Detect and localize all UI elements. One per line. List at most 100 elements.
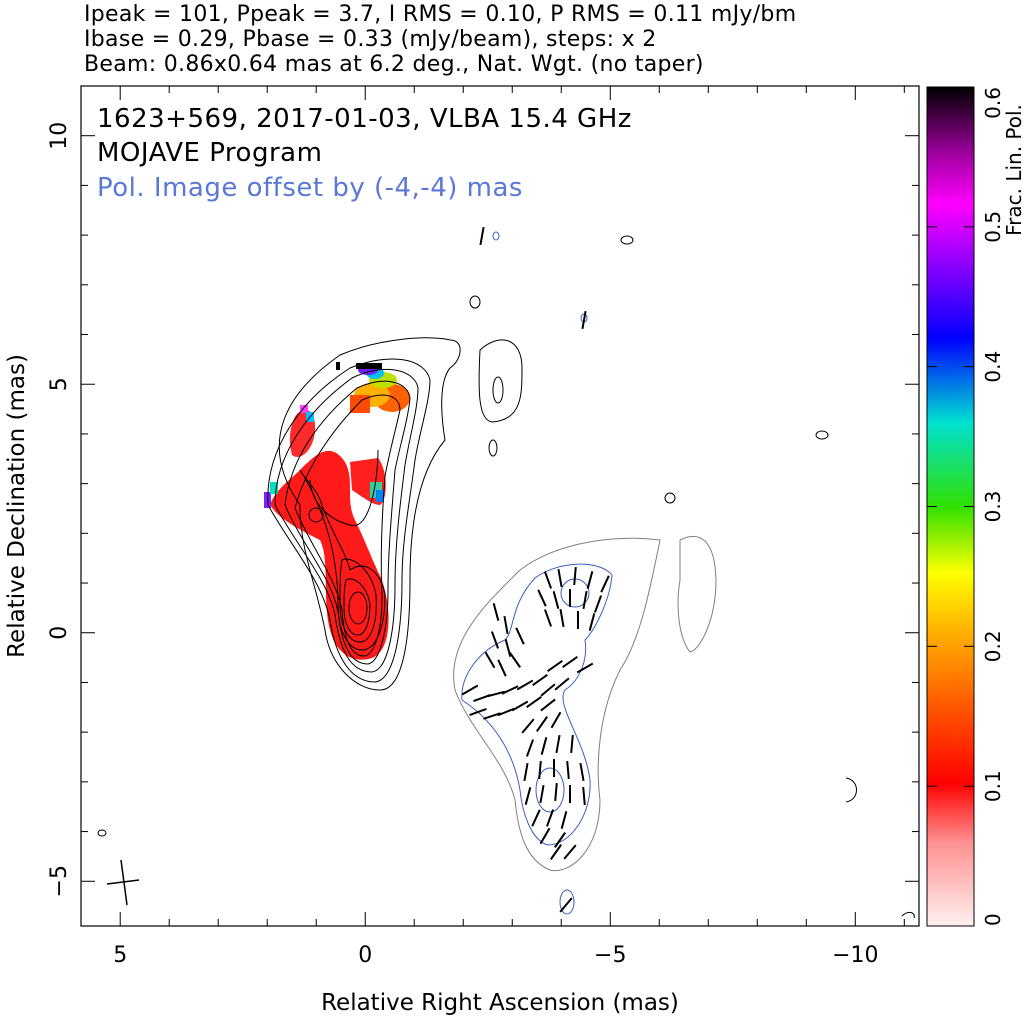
evpa-tick [586, 571, 594, 589]
fractional-polarization-map [264, 362, 410, 660]
colorbar-label: Frac. Lin. Pol. [1002, 104, 1026, 236]
i-contour-spot-9 [901, 911, 915, 919]
axis-ticks [81, 86, 919, 926]
fpol-cell [336, 362, 340, 370]
i-contour-6 [299, 469, 386, 651]
evpa-tick [566, 760, 570, 780]
evpa-tick [538, 760, 542, 780]
i-contour-2 [267, 358, 431, 683]
evpa-tick [570, 734, 574, 754]
i-contour-jet-ridge [309, 449, 379, 527]
evpa-tick [461, 684, 479, 696]
evpa-tick [497, 659, 507, 677]
stats-line-1: Ipeak = 101, Ppeak = 3.7, I RMS = 0.10, … [84, 2, 797, 27]
evpa-tick [540, 698, 556, 712]
plot-frame [80, 85, 920, 927]
colorbar-tick-label: 0.3 [981, 491, 1005, 523]
total-intensity-contours [97, 235, 915, 919]
evpa-tick [487, 690, 505, 698]
evpa-tick [562, 656, 578, 668]
x-tick-label: −10 [832, 943, 878, 968]
evpa-tick [547, 660, 563, 672]
p-contour-inner [461, 563, 613, 846]
evpa-tick [515, 627, 525, 645]
evpa-tick [540, 683, 556, 697]
evpa-tick [539, 827, 551, 845]
i-contour-peak [348, 591, 368, 625]
evpa-tick [526, 696, 542, 708]
evpa-tick [525, 739, 535, 757]
evpa-tick [581, 310, 587, 330]
evpa-tick [582, 590, 588, 610]
colorbar-tick-label: 0.5 [981, 211, 1005, 243]
evpa-tick [483, 712, 501, 720]
evpa-vectors [461, 226, 610, 913]
i-contour-detached [478, 339, 523, 423]
i-contour-spot-8 [845, 777, 857, 803]
evpa-tick [509, 652, 521, 668]
evpa-tick [479, 226, 485, 246]
evpa-tick [554, 677, 570, 691]
i-contour-7 [339, 558, 377, 643]
evpa-tick [550, 844, 562, 860]
i-contour-spot-4 [620, 235, 634, 245]
i-contour-spot-3 [469, 295, 481, 309]
fpol-cell [356, 363, 382, 369]
evpa-tick [503, 615, 509, 635]
beam-line: Beam: 0.86x0.64 mas at 6.2 deg., Nat. Wg… [84, 52, 704, 77]
stats-line-2: Ibase = 0.29, Pbase = 0.33 (mJy/beam), s… [84, 27, 657, 52]
evpa-tick [521, 718, 535, 734]
evpa-tick [576, 662, 594, 674]
fpol-core-region [270, 450, 389, 660]
evpa-tick [545, 809, 555, 827]
pol-offset-note: Pol. Image offset by (-4,-4) mas [97, 173, 523, 203]
evpa-tick [532, 674, 548, 686]
evpa-tick [469, 707, 487, 717]
i-contour-spot-2 [488, 439, 498, 457]
i-contour-knot [308, 507, 324, 523]
fpol-cell [350, 395, 370, 413]
y-axis-label: Relative Declination (mas) [4, 354, 30, 658]
y-tick-label: −5 [47, 865, 72, 897]
fpol-cell [270, 482, 278, 494]
evpa-tick [559, 608, 565, 628]
evpa-tick [511, 700, 529, 712]
evpa-tick [501, 685, 519, 695]
evpa-tick [504, 639, 512, 657]
x-tick-label: 0 [358, 943, 372, 968]
program-label: MOJAVE Program [97, 138, 322, 168]
i-contour-spot-7 [97, 829, 107, 837]
y-tick-label: 0 [47, 626, 72, 640]
p-contour-knot-5 [559, 889, 575, 915]
i-contour-spot-5 [815, 430, 829, 440]
x-axis-label: Relative Right Ascension (mas) [321, 990, 679, 1016]
evpa-tick [582, 786, 586, 806]
evpa-tick [540, 737, 548, 755]
evpa-tick [537, 589, 547, 607]
fpol-cell [376, 490, 384, 502]
colorbar-tick-label: 0.4 [981, 351, 1005, 383]
evpa-tick [490, 631, 500, 649]
i-contour-spot-1 [492, 376, 504, 404]
evpa-tick [554, 832, 566, 848]
p-contour-right-lobe [677, 535, 717, 653]
p-contour-outer [453, 537, 661, 872]
colorbar: 0 0.1 0.2 0.3 0.4 0.5 0.6 Frac. Lin. Pol. [926, 86, 1026, 927]
evpa-tick [554, 782, 558, 802]
evpa-tick [550, 711, 562, 729]
evpa-tick [573, 566, 577, 586]
p-contour-knot-3 [492, 231, 500, 241]
header: Ipeak = 101, Ppeak = 3.7, I RMS = 0.10, … [84, 2, 1024, 77]
colorbar-tick-label: 0.1 [981, 770, 1005, 802]
evpa-tick [579, 762, 585, 782]
evpa-tick [543, 571, 553, 589]
evpa-tick [484, 651, 496, 669]
evpa-tick [492, 603, 500, 621]
evpa-tick [536, 716, 548, 732]
evpa-tick [557, 568, 563, 588]
evpa-tick [563, 844, 577, 860]
evpa-tick [497, 707, 515, 717]
x-tick-label: −5 [594, 943, 626, 968]
i-contour-5 [294, 394, 401, 657]
